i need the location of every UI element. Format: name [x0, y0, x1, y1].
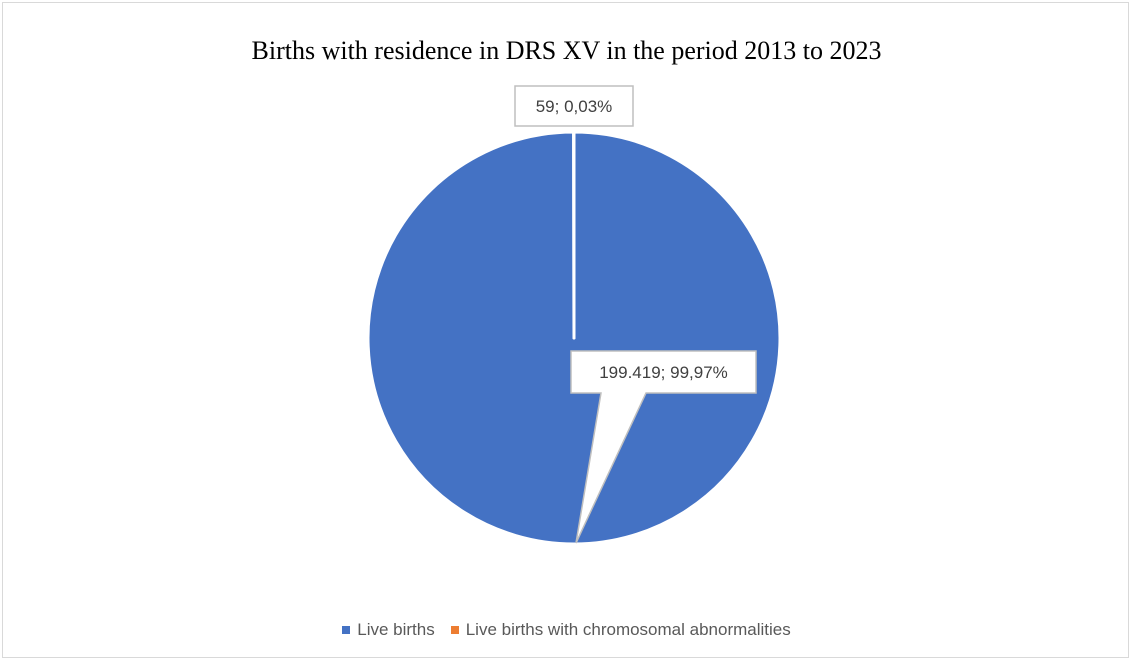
legend-label-live-births: Live births: [357, 620, 435, 639]
legend-item-chromosomal-abnormalities: Live births with chromosomal abnormaliti…: [450, 620, 791, 640]
pie-slices: [366, 130, 782, 546]
chart-title: Births with residence in DRS XV in the p…: [251, 36, 882, 65]
data-labels: 199.419; 99,97% 59; 0,03%: [514, 85, 757, 544]
svg-text:199.419; 99,97%: 199.419; 99,97%: [599, 363, 728, 382]
legend-swatch-chromosomal-abnormalities: [450, 626, 459, 634]
legend-label-chromosomal-abnormalities: Live births with chromosomal abnormaliti…: [465, 620, 791, 639]
data-label-chromosomal-abnormalities: 59; 0,03%: [514, 85, 634, 127]
legend-item-live-births: Live births: [342, 620, 435, 640]
legend-swatch-live-births: [342, 626, 351, 634]
svg-text:59; 0,03%: 59; 0,03%: [536, 97, 613, 116]
data-label-live-births: 199.419; 99,97%: [570, 350, 757, 544]
legend: Live births Live births with chromosomal…: [0, 620, 1133, 640]
